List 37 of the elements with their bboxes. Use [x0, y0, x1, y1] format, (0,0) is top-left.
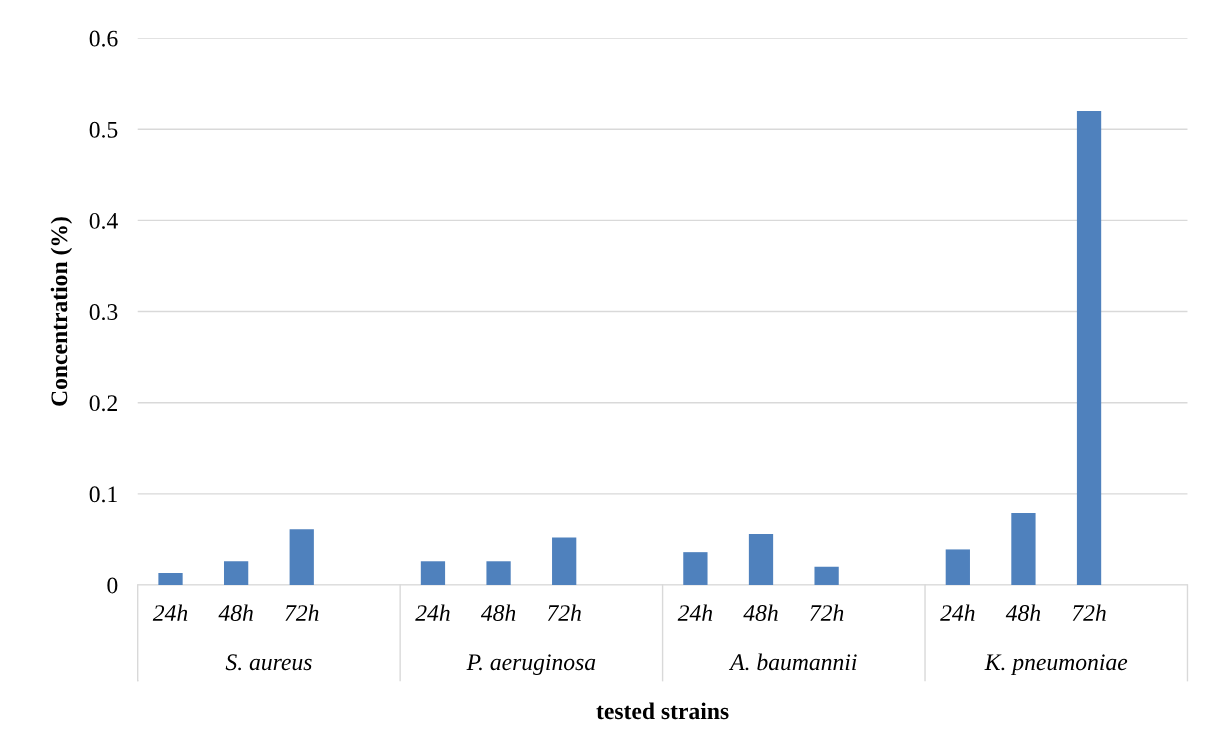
y-axis-title: Concentration (%) — [50, 217, 73, 406]
x-tick-label: 72h — [1072, 604, 1106, 621]
x-tick-label: 24h — [415, 604, 450, 621]
x-tick-label: 48h — [480, 604, 516, 622]
bar — [289, 529, 314, 585]
bar — [552, 537, 577, 585]
x-tick-label: 24h — [940, 604, 975, 621]
text: A. baumannii — [728, 653, 857, 671]
bar — [1076, 111, 1102, 585]
x-tick-label: 72h — [810, 604, 844, 621]
bar — [1011, 512, 1036, 585]
x-tick-label: 48h — [1005, 604, 1041, 622]
y-tick-label: 0.6 — [89, 30, 118, 47]
x-tick-label: 48h — [218, 604, 253, 622]
bar — [486, 561, 511, 585]
y-tick-label: 0 — [107, 577, 118, 594]
bar — [814, 566, 839, 585]
y-tick-label: 0.1 — [89, 486, 117, 503]
x-tick-label: 24h — [152, 604, 188, 621]
bar — [158, 573, 183, 585]
bar — [683, 552, 708, 585]
x-tick-label: 72h — [547, 604, 581, 621]
bar — [223, 561, 249, 585]
text: K. pneumoniae — [984, 654, 1128, 675]
bar — [420, 561, 446, 585]
y-tick-label: 0.5 — [89, 121, 118, 138]
x-tick-label: 48h — [743, 604, 778, 622]
bar — [945, 549, 970, 585]
y-tick-label: 0.2 — [89, 395, 117, 412]
bar — [748, 533, 774, 585]
y-tick-label: 0.4 — [89, 212, 118, 229]
y-tick-label: 0.3 — [89, 304, 118, 321]
text: S. aureus — [225, 654, 312, 671]
x-tick-label: 24h — [677, 604, 713, 621]
text: P. aeruginosa — [466, 654, 596, 675]
x-tick-label: 72h — [285, 604, 319, 621]
x-axis-title: tested strains — [596, 702, 729, 720]
